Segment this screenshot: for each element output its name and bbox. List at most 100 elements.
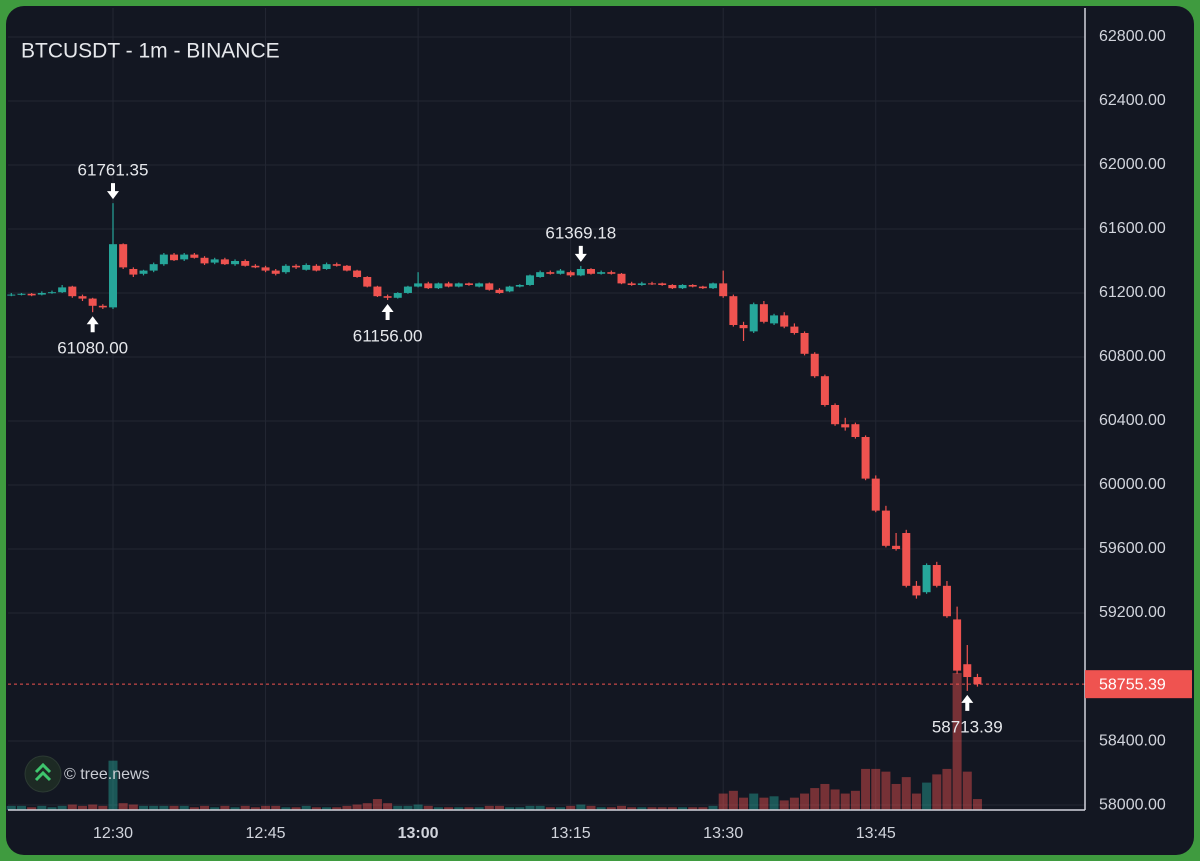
- volume-bar: [37, 805, 47, 810]
- candle-body: [129, 268, 138, 275]
- candle-body: [810, 353, 819, 377]
- volume-bar: [962, 771, 972, 810]
- candle-body: [770, 315, 779, 324]
- y-tick-label: 60400.00: [1099, 412, 1166, 429]
- volume-bar: [169, 805, 179, 810]
- volume-bar: [637, 807, 647, 810]
- volume-bar: [759, 797, 769, 810]
- volume-bar: [657, 807, 667, 810]
- x-tick-label: 13:00: [398, 825, 439, 842]
- candle-body: [302, 264, 311, 270]
- volume-bar: [484, 805, 494, 810]
- volume-bar: [525, 805, 535, 810]
- candle-body: [139, 270, 148, 274]
- candle-body: [342, 265, 351, 271]
- candle-body: [973, 677, 982, 685]
- y-tick-label: 58400.00: [1099, 732, 1166, 749]
- candle-body: [88, 298, 97, 306]
- volume-bar: [159, 805, 169, 810]
- volume-bar: [871, 768, 881, 810]
- volume-bar: [322, 807, 332, 810]
- volume-bar: [840, 793, 850, 810]
- volume-bar: [281, 807, 291, 810]
- candle-body: [709, 283, 718, 289]
- volume-bar: [240, 805, 250, 810]
- candle-body: [7, 294, 16, 296]
- candle-body: [831, 404, 840, 425]
- volume-bar: [139, 805, 149, 810]
- volume-bar: [372, 799, 382, 810]
- volume-bar: [911, 793, 921, 810]
- volume-bar: [98, 805, 108, 810]
- volume-bar: [271, 805, 281, 810]
- candle-body: [383, 296, 392, 298]
- volume-bar: [230, 807, 240, 810]
- candle-body: [729, 296, 738, 325]
- volume-bar: [901, 777, 911, 810]
- volume-bar: [67, 804, 77, 810]
- candle-body: [820, 376, 829, 405]
- candle-body: [576, 268, 585, 276]
- candle-body: [17, 293, 26, 295]
- volume-bar: [861, 768, 871, 810]
- volume-bar: [454, 807, 464, 810]
- volume-bar: [362, 803, 372, 810]
- volume-bar: [555, 807, 565, 810]
- annotation-arrow: [574, 245, 587, 262]
- candle-body: [556, 270, 565, 274]
- candle-body: [292, 265, 301, 268]
- volume-bar: [464, 807, 474, 810]
- volume-bar: [881, 771, 891, 810]
- volume-bar: [617, 805, 626, 810]
- candle-body: [200, 257, 209, 264]
- volume-bar: [789, 797, 799, 810]
- volume-bar: [688, 807, 698, 810]
- candle-body: [861, 437, 870, 479]
- candle-body: [444, 283, 453, 287]
- candle-body: [922, 565, 931, 593]
- volume-bar: [149, 805, 159, 810]
- volume-bar: [678, 807, 688, 810]
- candle-body: [739, 324, 748, 329]
- volume-bar: [972, 799, 982, 810]
- volume-bar: [220, 805, 230, 810]
- volume-bar: [505, 807, 515, 810]
- candle-body: [47, 292, 56, 294]
- last-price-badge: [1085, 670, 1192, 699]
- volume-bar: [383, 803, 393, 810]
- candle-body: [271, 270, 280, 274]
- volume-bar: [311, 807, 321, 810]
- candle-body: [373, 286, 382, 297]
- candle-body: [464, 283, 473, 285]
- candle-body: [109, 244, 117, 308]
- candle-body: [912, 585, 921, 596]
- annotation-label: 61156.00: [353, 327, 423, 346]
- candle-body: [586, 268, 595, 274]
- volume-bar: [128, 804, 138, 810]
- candle-body: [800, 332, 809, 354]
- candle-body: [648, 283, 657, 285]
- volume-bar: [698, 807, 708, 810]
- volume-bar: [647, 807, 657, 810]
- y-tick-label: 59200.00: [1099, 604, 1166, 621]
- volume-bar: [291, 807, 301, 810]
- volume-bar: [118, 803, 128, 810]
- candle-body: [963, 664, 972, 678]
- volume-bar: [952, 673, 962, 810]
- y-tick-label: 61200.00: [1099, 284, 1166, 301]
- volume-bar: [16, 805, 26, 810]
- volume-bar: [708, 805, 718, 810]
- candle-body: [363, 276, 372, 287]
- candle-body: [698, 286, 707, 289]
- candle-body: [515, 284, 524, 287]
- candle-body: [414, 283, 423, 287]
- candle-body: [597, 272, 606, 274]
- y-tick-label: 62800.00: [1099, 28, 1166, 45]
- candle-body: [658, 283, 667, 285]
- volume-bar: [810, 788, 820, 810]
- candle-body: [475, 283, 484, 287]
- candle-body: [505, 286, 514, 292]
- candle-body: [78, 296, 87, 299]
- last-price-label: 58755.39: [1099, 676, 1166, 693]
- x-tick-label: 12:30: [93, 825, 133, 842]
